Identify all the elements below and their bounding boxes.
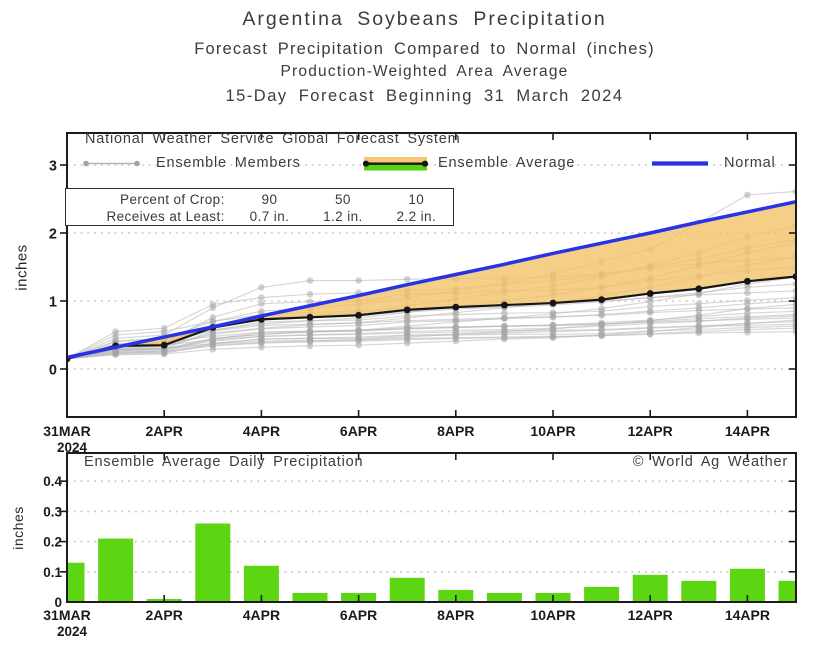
svg-text:0.4: 0.4 [43, 474, 62, 489]
svg-text:0.2: 0.2 [43, 535, 62, 550]
svg-text:12APR: 12APR [628, 607, 673, 623]
bottom-chart-y-tick-labels: 0 0.1 0.2 0.3 0.4 [43, 474, 62, 610]
svg-text:10APR: 10APR [530, 423, 575, 439]
crop-amount-50: 1.2 in. [323, 208, 363, 224]
svg-text:14APR: 14APR [725, 607, 770, 623]
legend-normal-label: Normal [724, 155, 776, 171]
svg-text:2APR: 2APR [146, 607, 183, 623]
nws-caption: National Weather Service Global Forecast… [85, 131, 461, 147]
crop-percent-50: 50 [334, 192, 351, 207]
bottom-chart-frame [66, 452, 797, 603]
svg-text:6APR: 6APR [340, 423, 377, 439]
crop-amount-10: 2.2 in. [396, 208, 437, 224]
percent-of-crop-box: Percent of Crop: 90 50 10 Receives at Le… [65, 188, 454, 226]
top-chart-x-tick-labels: 31MAR 2APR 4APR 6APR 8APR 10APR 12APR 14APR 2024 [43, 423, 770, 455]
crop-percent-90: 90 [261, 192, 278, 207]
bottom-chart-ticks [60, 453, 796, 602]
svg-text:3: 3 [49, 159, 57, 175]
svg-text:4APR: 4APR [243, 423, 280, 439]
svg-text:2024: 2024 [57, 440, 88, 455]
crop-percent-10: 10 [408, 192, 425, 207]
svg-text:6APR: 6APR [340, 607, 377, 623]
legend-ensemble-members-label: Ensemble Members [156, 155, 301, 171]
svg-text:0.1: 0.1 [43, 565, 62, 580]
svg-text:4APR: 4APR [243, 607, 280, 623]
svg-text:8APR: 8APR [437, 423, 474, 439]
subtitle-forecast-period: 15-Day Forecast Beginning 31 March 2024 [225, 87, 624, 105]
svg-text:10APR: 10APR [530, 607, 575, 623]
crop-amount-row: Receives at Least: 0.7 in. 1.2 in. 2.2 i… [66, 209, 453, 226]
svg-text:1: 1 [49, 295, 57, 311]
top-chart-y-tick-labels: 0 1 2 3 [49, 159, 57, 379]
svg-text:31MAR: 31MAR [43, 607, 90, 623]
top-chart-frame [66, 132, 797, 418]
crop-amount-row-label: Receives at Least: [106, 208, 225, 224]
svg-text:0: 0 [54, 595, 62, 610]
crop-amount-90: 0.7 in. [249, 208, 290, 224]
bottom-chart-x-tick-labels: 31MAR 2APR 4APR 6APR 8APR 10APR 12APR 14APR 2024 [43, 607, 770, 639]
svg-text:14APR: 14APR [725, 423, 770, 439]
subtitle-comparison: Forecast Precipitation Compared to Norma… [194, 40, 655, 58]
top-chart-y-axis-title: inches [13, 244, 31, 291]
subtitle-area-average: Production-Weighted Area Average [280, 63, 569, 80]
page-title: Argentina Soybeans Precipitation [242, 8, 607, 30]
crop-percent-row-label: Percent of Crop: [120, 192, 225, 207]
svg-text:8APR: 8APR [437, 607, 474, 623]
svg-text:0.3: 0.3 [43, 504, 62, 519]
crop-percent-row: Percent of Crop: 90 50 10 [66, 192, 453, 209]
legend-graphics [83, 157, 708, 171]
top-chart-ticks [60, 133, 796, 417]
copyright-watermark: © World Ag Weather [632, 454, 788, 470]
bottom-chart-y-axis-title: inches [10, 506, 26, 550]
legend-ensemble-average-label: Ensemble Average [438, 155, 576, 171]
bottom-chart-gridlines [67, 480, 796, 573]
svg-text:2: 2 [49, 227, 57, 243]
bottom-chart-title: Ensemble Average Daily Precipitation [84, 454, 364, 470]
daily-precip-bars [67, 523, 796, 602]
svg-text:2024: 2024 [57, 624, 88, 639]
svg-text:12APR: 12APR [628, 423, 673, 439]
svg-text:2APR: 2APR [146, 423, 183, 439]
normal-line [67, 200, 796, 360]
svg-text:0: 0 [49, 363, 57, 379]
svg-text:31MAR: 31MAR [43, 423, 90, 439]
